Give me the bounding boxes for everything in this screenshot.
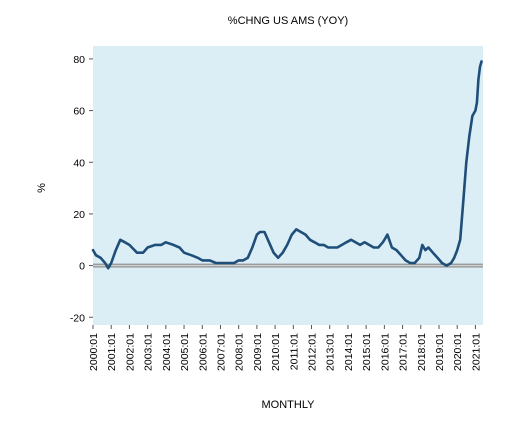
y-tick-label: -20 (70, 312, 85, 324)
y-axis-label: % (36, 183, 48, 193)
x-tick-label: 2011:01 (288, 333, 300, 370)
series-lines (91, 60, 483, 270)
y-tick-label: 80 (73, 54, 85, 66)
x-tick-label: 2018:01 (416, 333, 428, 371)
x-tick-label: 2009:01 (252, 333, 264, 371)
x-tick-label: 2005:01 (179, 333, 191, 371)
y-tick-label: 40 (73, 157, 85, 169)
x-tick-label: 2014:01 (343, 333, 355, 371)
y-tick-label: 60 (73, 106, 85, 118)
x-tick-label: 2001:01 (106, 333, 118, 371)
zero-line (93, 263, 483, 268)
plot-area (93, 46, 483, 325)
x-tick-label: 2013:01 (325, 333, 337, 371)
chart-title: %CHNG US AMS (YOY) (228, 15, 348, 27)
x-tick-label: 2003:01 (143, 333, 155, 371)
x-tick-label: 2006:01 (197, 333, 209, 371)
x-tick-label: 2007:01 (215, 333, 227, 371)
x-tick-label: 2015:01 (361, 333, 373, 371)
x-tick-label: 2000:01 (88, 333, 100, 371)
x-tick-label: 2019:01 (434, 333, 446, 371)
x-tick-label: 2021:01 (470, 333, 482, 371)
x-tick-label: 2002:01 (124, 333, 136, 371)
x-tick-label: 2012:01 (307, 333, 319, 371)
x-axis-label: MONTHLY (262, 399, 316, 411)
x-axis: 2000:01 2001:01 2002:01 2003:01 2004:01 2005:… (88, 325, 482, 371)
series-line (91, 60, 483, 270)
x-tick-label: 2017:01 (398, 333, 410, 371)
x-tick-label: 2008:01 (234, 333, 246, 371)
x-tick-label: 2016:01 (379, 333, 391, 371)
y-axis: -20 0 20 40 60 80 (70, 54, 93, 324)
y-tick-label: 0 (79, 261, 85, 273)
x-tick-label: 2020:01 (452, 333, 464, 371)
y-tick-label: 20 (73, 209, 85, 221)
x-tick-label: 2004:01 (161, 333, 173, 371)
x-tick-label: 2010:01 (270, 333, 282, 371)
